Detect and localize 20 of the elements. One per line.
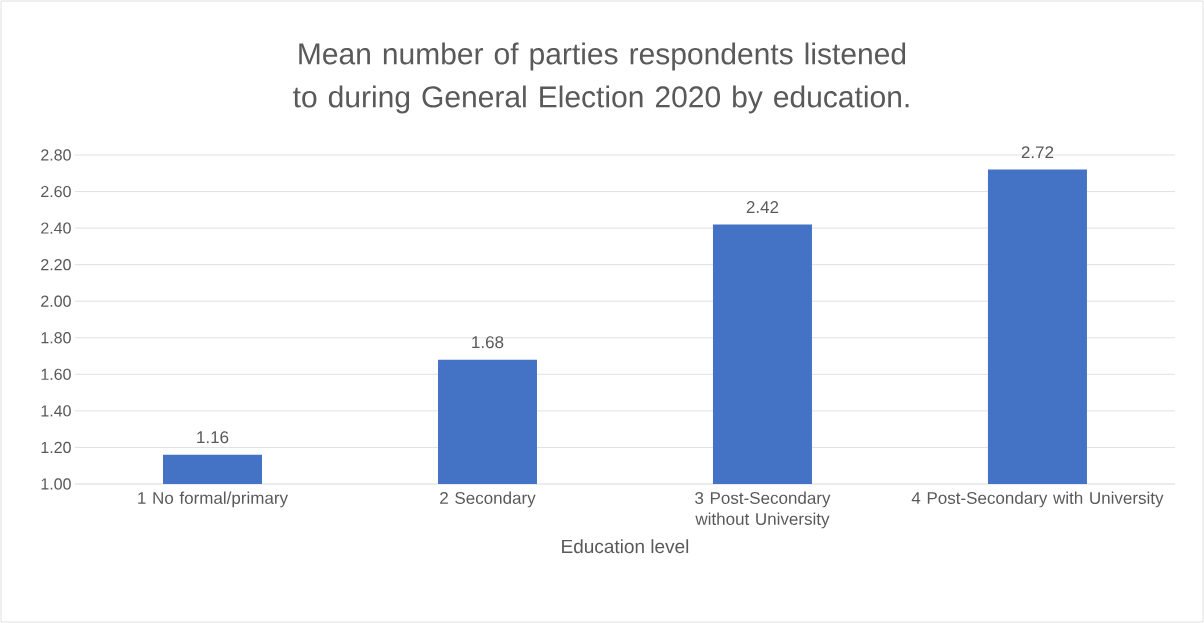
data-label: 1.16 xyxy=(197,431,229,444)
y-tick-label: 1.60 xyxy=(41,368,71,380)
x-tick-label: 1 No formal/primary xyxy=(138,491,288,508)
x-tick-label: 2 Secondary xyxy=(440,491,536,508)
y-tick-label: 1.40 xyxy=(41,405,71,417)
y-tick-label: 2.80 xyxy=(41,149,71,161)
data-label: 2.72 xyxy=(1021,146,1054,159)
x-axis-title: Education level xyxy=(562,539,689,554)
x-tick-label: 4 Post-Secondary with University xyxy=(911,491,1164,508)
y-tick-label: 2.40 xyxy=(41,222,71,234)
x-tick-label: 3 Post-Secondary without University xyxy=(695,491,831,529)
data-label: 1.68 xyxy=(472,336,504,349)
y-tick-label: 1.80 xyxy=(41,332,71,344)
y-tick-label: 2.00 xyxy=(41,295,71,307)
y-tick-label: 2.60 xyxy=(41,185,71,198)
data-label: 2.42 xyxy=(746,201,779,213)
y-tick-label: 2.20 xyxy=(41,259,71,271)
y-tick-label: 1.00 xyxy=(41,478,71,490)
chart-title: Mean number of parties respondents listened to during General Election 2020 by education. xyxy=(293,42,909,114)
y-tick-label: 1.20 xyxy=(41,441,71,454)
